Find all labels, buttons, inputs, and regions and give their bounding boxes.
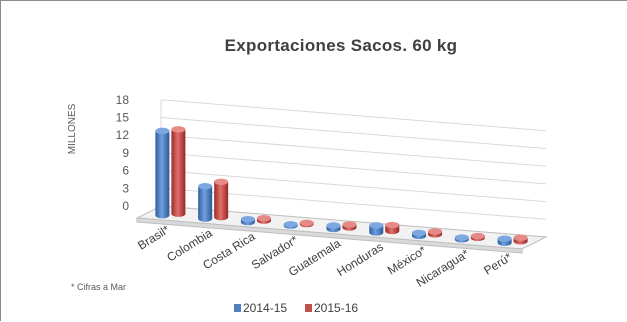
bar-2014-15-Salvador* bbox=[283, 221, 298, 229]
y-tick-label: 9 bbox=[122, 146, 129, 160]
bar-2014-15-Honduras bbox=[369, 222, 384, 236]
y-tick-label: 0 bbox=[122, 199, 129, 213]
bar-2014-15-Brasil* bbox=[155, 127, 170, 219]
chart-floor-edge bbox=[136, 217, 523, 254]
legend-swatch-2015-16 bbox=[305, 304, 312, 312]
bar-2015-16-Guatemala bbox=[342, 221, 357, 231]
x-tick-label: Honduras bbox=[334, 240, 386, 279]
bar-2015-16-Costa Rica bbox=[256, 215, 271, 224]
gridline bbox=[160, 99, 547, 132]
y-axis-label: MILLONES bbox=[67, 103, 78, 154]
bar-2015-16-Perú* bbox=[513, 234, 528, 245]
bar-2015-16-Nicaragua* bbox=[470, 232, 485, 242]
legend-swatch-2014-15 bbox=[234, 304, 241, 312]
legend-label-2015-16: 2015-16 bbox=[314, 301, 358, 315]
bar-2015-16-Brasil* bbox=[171, 126, 186, 217]
bar-2014-15-Costa Rica bbox=[240, 215, 255, 226]
footnote: * Cifras a Mar bbox=[71, 282, 126, 292]
gridline bbox=[160, 117, 547, 149]
bar-2014-15-Colombia bbox=[198, 183, 213, 222]
y-tick-label: 18 bbox=[116, 93, 130, 107]
y-tick-label: 12 bbox=[116, 128, 130, 142]
x-tick-label: Brasil* bbox=[135, 222, 172, 252]
y-tick-label: 3 bbox=[122, 181, 129, 195]
bar-2014-15-Guatemala bbox=[326, 222, 341, 233]
bar-2015-16-México* bbox=[428, 228, 443, 238]
bar-2014-15-Nicaragua* bbox=[454, 234, 469, 243]
bar-2014-15-Perú* bbox=[497, 235, 512, 246]
gridline bbox=[160, 170, 547, 203]
bar-2015-16-Honduras bbox=[385, 221, 400, 235]
bar-2015-16-Salvador* bbox=[299, 219, 314, 228]
bar-2014-15-México* bbox=[412, 229, 427, 240]
y-tick-label: 15 bbox=[116, 111, 130, 125]
y-tick-label: 6 bbox=[122, 164, 129, 178]
x-tick-label: Perú* bbox=[481, 250, 514, 278]
chart-title: Exportaciones Sacos. 60 kg bbox=[225, 36, 458, 55]
gridline bbox=[160, 134, 547, 167]
legend-label-2014-15: 2014-15 bbox=[243, 301, 287, 315]
gridline bbox=[160, 152, 547, 185]
bar-2015-16-Colombia bbox=[214, 178, 229, 221]
